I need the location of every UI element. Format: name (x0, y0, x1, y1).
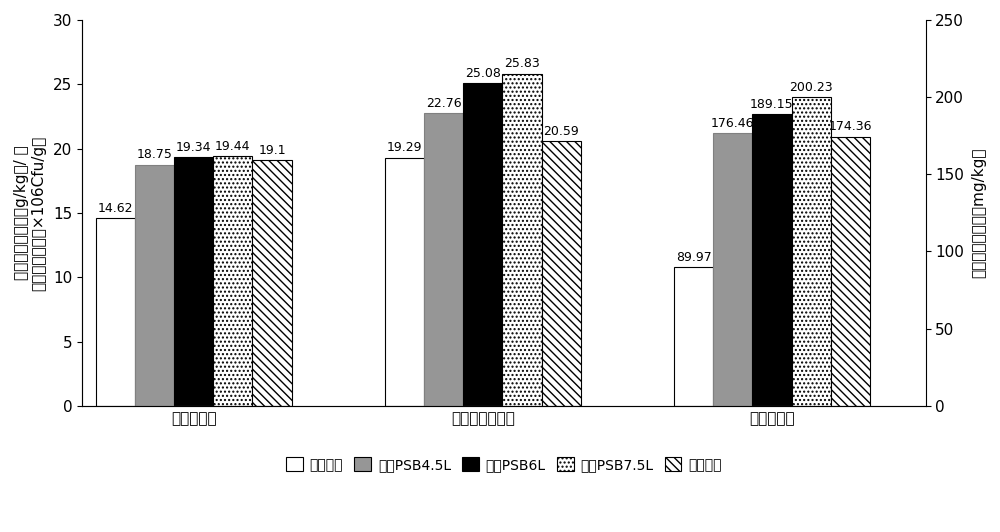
Text: 174.36: 174.36 (829, 120, 872, 134)
Bar (385, 157, 424, 406)
Bar (463, 83, 502, 406)
Bar (752, 114, 792, 406)
Bar (792, 97, 831, 406)
Text: 176.46: 176.46 (711, 117, 755, 130)
Bar (135, 164, 174, 406)
Bar (213, 156, 252, 406)
Text: 19.44: 19.44 (215, 139, 251, 153)
Bar (542, 141, 581, 406)
Bar (252, 160, 292, 406)
Text: 200.23: 200.23 (789, 80, 833, 94)
Text: 14.62: 14.62 (98, 202, 133, 214)
Text: 19.29: 19.29 (387, 142, 422, 154)
Bar (674, 267, 713, 406)
Text: 89.97: 89.97 (676, 251, 712, 264)
Text: 22.76: 22.76 (426, 97, 462, 110)
Legend: 空白对照, 好氧PSB4.5L, 好氧PSB6L, 好氧PSB7.5L, 好氧出水: 空白对照, 好氧PSB4.5L, 好氧PSB6L, 好氧PSB7.5L, 好氧出… (282, 453, 726, 476)
Y-axis label: 土壤速效磷含量（g/kg）/ 土
壤微生物总量（×106Cfu/g）: 土壤速效磷含量（g/kg）/ 土 壤微生物总量（×106Cfu/g） (14, 135, 46, 290)
Bar (831, 137, 870, 406)
Y-axis label: 土壤速效钾含量（mg/kg）: 土壤速效钾含量（mg/kg） (971, 148, 986, 278)
Text: 19.1: 19.1 (258, 144, 286, 157)
Text: 25.08: 25.08 (465, 67, 501, 80)
Bar (96, 218, 135, 406)
Bar (424, 113, 463, 406)
Bar (713, 134, 752, 406)
Text: 20.59: 20.59 (543, 124, 579, 138)
Text: 189.15: 189.15 (750, 98, 794, 111)
Text: 25.83: 25.83 (504, 57, 540, 70)
Text: 18.75: 18.75 (137, 148, 173, 161)
Bar (502, 73, 542, 406)
Text: 19.34: 19.34 (176, 141, 212, 154)
Bar (174, 157, 213, 406)
